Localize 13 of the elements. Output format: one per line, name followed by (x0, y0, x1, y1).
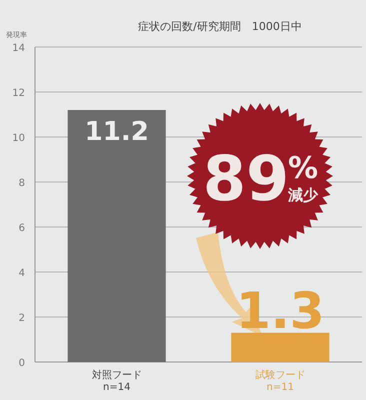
chart-title: 症状の回数/研究期間 1000日中 (138, 20, 302, 33)
x-tick-label: 試験フード n=11 (255, 369, 306, 393)
data-label: 1.3 (236, 282, 325, 340)
y-tick-label: 2 (18, 313, 25, 324)
y-tick-label: 0 (18, 358, 25, 369)
y-tick-label: 6 (18, 223, 25, 234)
y-tick-label: 4 (18, 268, 25, 279)
y-tick-label: 10 (12, 133, 25, 144)
x-tick-label: 対照フード n=14 (92, 369, 142, 393)
y-tick-label: 14 (12, 43, 25, 54)
data-label: 11.2 (84, 117, 149, 147)
y-tick-label: 8 (18, 178, 25, 189)
y-tick-label: 12 (12, 88, 25, 99)
